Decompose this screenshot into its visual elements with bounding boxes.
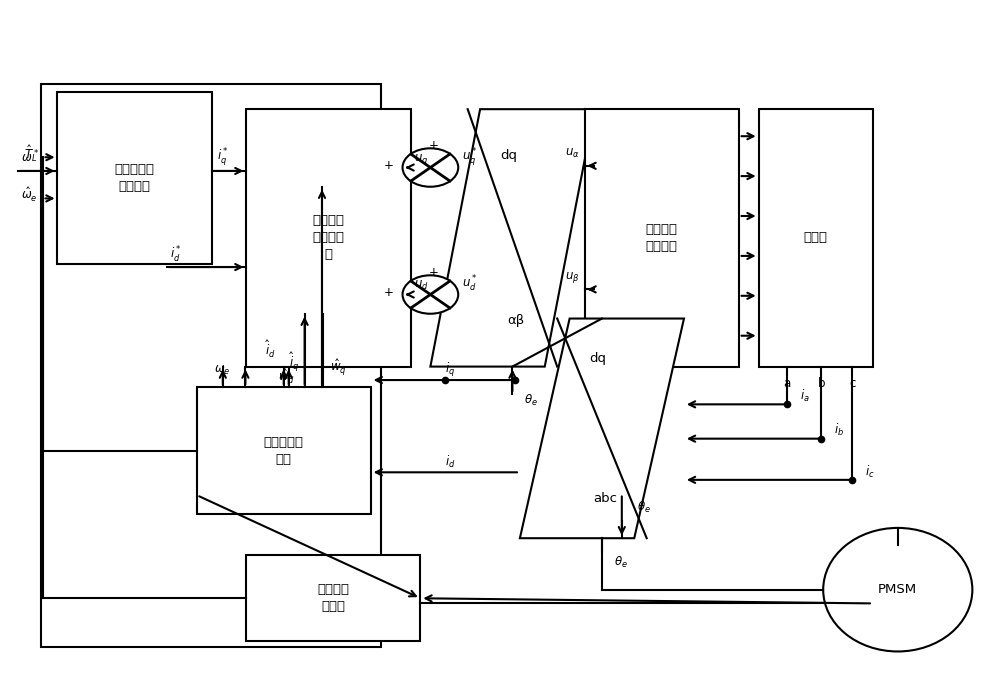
Text: $i_b$: $i_b$ — [834, 422, 844, 439]
Text: $u_q$: $u_q$ — [414, 152, 429, 167]
Text: $u_\beta$: $u_\beta$ — [565, 269, 580, 284]
Text: $i_d$: $i_d$ — [445, 454, 456, 470]
FancyBboxPatch shape — [585, 109, 739, 367]
Text: $\hat{i}_q$: $\hat{i}_q$ — [289, 349, 299, 372]
Text: dq: dq — [500, 149, 517, 162]
Text: $\theta_e$: $\theta_e$ — [614, 555, 628, 570]
Text: +: + — [428, 139, 438, 152]
Polygon shape — [520, 318, 684, 538]
Text: 空间矢量
脉宽调制: 空间矢量 脉宽调制 — [646, 223, 678, 253]
Text: abc: abc — [594, 492, 618, 505]
Text: 负载转矩
观测器: 负载转矩 观测器 — [317, 583, 349, 613]
Text: $u_\alpha$: $u_\alpha$ — [565, 147, 580, 160]
Text: $i_q^*$: $i_q^*$ — [217, 146, 228, 168]
Text: PMSM: PMSM — [878, 583, 917, 597]
Text: $i_a$: $i_a$ — [800, 388, 810, 404]
Text: +: + — [384, 286, 394, 299]
Text: $i_d^*$: $i_d^*$ — [170, 244, 182, 265]
Text: $\omega_e$: $\omega_e$ — [214, 363, 231, 376]
Circle shape — [403, 275, 458, 313]
Text: $\theta_e$: $\theta_e$ — [637, 500, 651, 515]
Text: $u_d$: $u_d$ — [414, 279, 429, 292]
Text: dq: dq — [590, 352, 607, 365]
Text: 无差拍电
流预测控
制: 无差拍电 流预测控 制 — [312, 215, 344, 262]
Text: +: + — [428, 266, 438, 279]
Text: $\hat{\omega}_e$: $\hat{\omega}_e$ — [21, 186, 38, 204]
FancyBboxPatch shape — [246, 556, 420, 641]
Polygon shape — [430, 109, 594, 367]
Text: αβ: αβ — [508, 313, 525, 327]
Text: $\hat{T}_L$: $\hat{T}_L$ — [24, 144, 38, 164]
Text: c: c — [849, 377, 856, 390]
FancyBboxPatch shape — [759, 109, 873, 367]
Text: $\theta_e$: $\theta_e$ — [524, 393, 538, 408]
Text: $u_d^*$: $u_d^*$ — [462, 274, 478, 294]
Text: a: a — [784, 377, 791, 390]
FancyBboxPatch shape — [57, 92, 212, 264]
Text: 逆变器: 逆变器 — [804, 231, 828, 244]
Text: $\hat{w}_q$: $\hat{w}_q$ — [330, 356, 347, 376]
Text: b: b — [818, 377, 825, 390]
FancyBboxPatch shape — [246, 109, 411, 367]
Text: $\hat{i}_d$: $\hat{i}_d$ — [265, 339, 276, 360]
Ellipse shape — [823, 528, 972, 651]
Circle shape — [403, 148, 458, 187]
Text: $\hat{w}_d$: $\hat{w}_d$ — [278, 368, 295, 386]
Text: 滑模扰动观
测器: 滑模扰动观 测器 — [264, 436, 304, 466]
Text: 无差拍速度
预测控制: 无差拍速度 预测控制 — [115, 163, 155, 193]
Text: $i_c$: $i_c$ — [865, 464, 875, 480]
Text: $i_q$: $i_q$ — [445, 361, 455, 379]
Text: +: + — [384, 159, 394, 172]
FancyBboxPatch shape — [197, 388, 371, 514]
Text: $\omega^*$: $\omega^*$ — [21, 149, 39, 165]
Text: $u_q^*$: $u_q^*$ — [462, 146, 478, 168]
